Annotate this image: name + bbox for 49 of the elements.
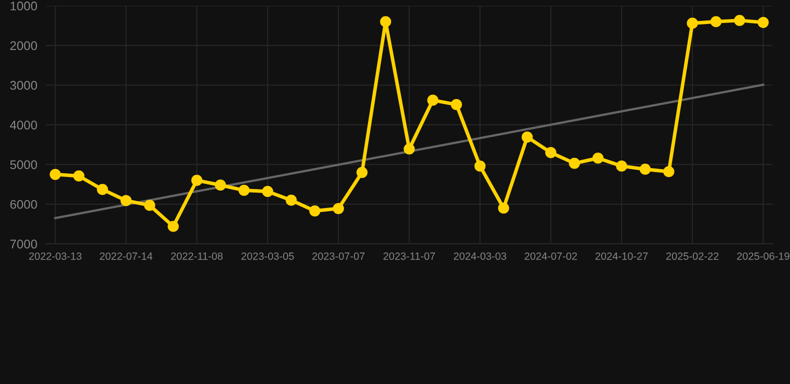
point: [120, 195, 132, 206]
x-tick-label: 2024-10-27: [595, 252, 648, 260]
point: [758, 16, 769, 28]
x-tick-label: 2023-07-07: [312, 252, 365, 260]
point: [380, 16, 392, 28]
point: [73, 170, 84, 182]
point: [309, 205, 320, 216]
point: [640, 164, 651, 175]
point: [262, 186, 274, 198]
y-tick-label: 6000: [10, 200, 37, 209]
x-tick-label: 2022-03-13: [29, 252, 82, 260]
point: [568, 158, 580, 169]
point: [474, 160, 486, 172]
point: [734, 14, 746, 26]
point: [214, 180, 226, 191]
point: [498, 202, 510, 214]
point: [686, 18, 698, 29]
y-tick-label: 3000: [10, 80, 37, 90]
point: [144, 200, 156, 211]
point: [168, 220, 179, 232]
point: [50, 168, 61, 180]
point: [616, 160, 628, 172]
y-tick-label: 5000: [10, 160, 37, 170]
point: [710, 16, 722, 28]
y-tick-label: 4000: [10, 120, 37, 130]
x-tick-label: 2022-11-08: [171, 252, 223, 260]
x-tick-label: 2025-02-22: [666, 252, 719, 260]
x-tick-label: 2022-07-14: [100, 252, 152, 260]
point: [592, 152, 604, 164]
point: [286, 194, 297, 206]
y-tick-label: 7000: [10, 240, 37, 248]
point: [404, 143, 415, 155]
point: [450, 99, 462, 110]
x-tick-label: 2023-11-07: [383, 252, 435, 260]
point: [238, 184, 250, 196]
point: [522, 132, 533, 143]
point: [332, 202, 344, 214]
x-tick-label: 2023-03-05: [242, 252, 294, 260]
point: [663, 166, 674, 178]
x-tick-label: 2025-06-19: [737, 252, 790, 260]
point: [96, 184, 108, 196]
point: [545, 147, 556, 158]
y-tick-label: 2000: [10, 41, 37, 50]
point: [427, 94, 438, 106]
point: [191, 174, 202, 186]
x-tick-label: 2024-07-02: [524, 252, 577, 260]
y-tick-label: 1000: [10, 2, 37, 10]
point: [356, 166, 368, 178]
x-tick-label: 2024-03-03: [454, 252, 506, 260]
